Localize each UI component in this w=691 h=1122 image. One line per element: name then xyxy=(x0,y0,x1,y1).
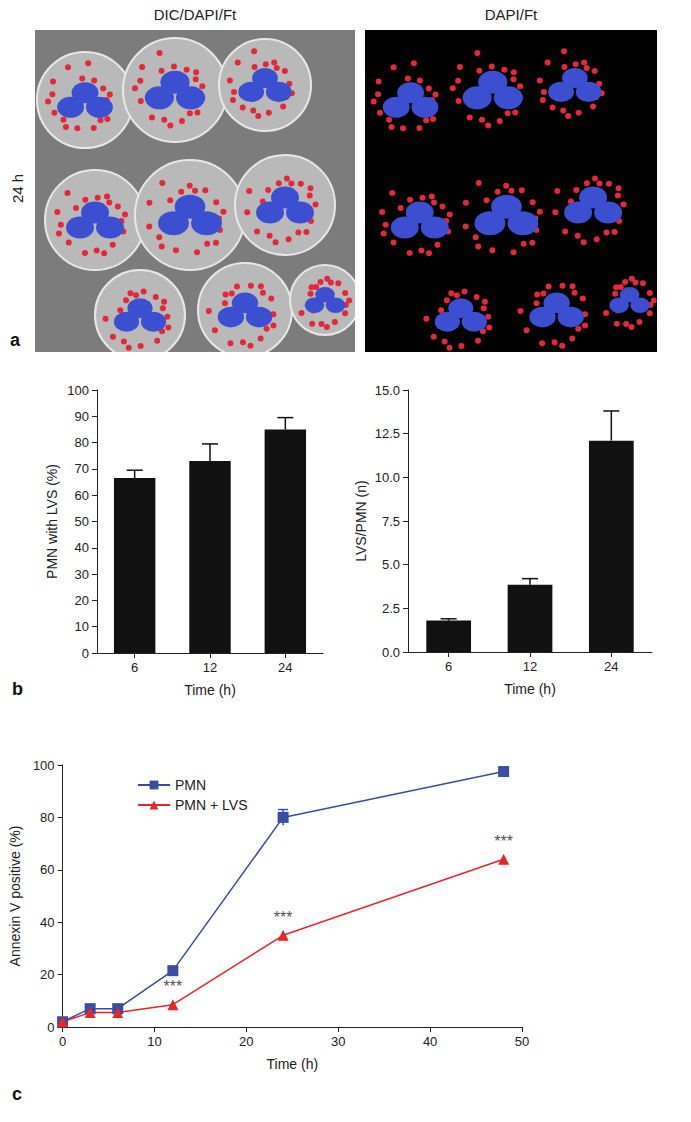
html-text:24 h: 24 h xyxy=(8,173,26,204)
svg-text:PMN: PMN xyxy=(175,777,206,793)
svg-text:24: 24 xyxy=(604,659,618,674)
svg-text:5.0: 5.0 xyxy=(382,557,400,572)
svg-text:b: b xyxy=(12,679,23,699)
html-text:DIC/DAPI/Ft: DIC/DAPI/Ft xyxy=(153,6,237,23)
svg-text:100: 100 xyxy=(33,758,55,773)
svg-text:60: 60 xyxy=(40,862,54,877)
svg-text:24: 24 xyxy=(278,660,292,675)
svg-text:***: *** xyxy=(274,909,293,926)
svg-text:Time (h): Time (h) xyxy=(504,681,556,697)
svg-text:0: 0 xyxy=(47,1020,54,1035)
html-text:DAPI/Ft: DAPI/Ft xyxy=(484,6,538,23)
svg-text:PMN with LVS (%): PMN with LVS (%) xyxy=(44,464,60,579)
svg-text:40: 40 xyxy=(75,540,89,555)
svg-text:PMN + LVS: PMN + LVS xyxy=(175,797,248,813)
svg-text:40: 40 xyxy=(40,915,54,930)
svg-text:10: 10 xyxy=(147,1034,161,1049)
html-text:a: a xyxy=(10,330,20,350)
svg-text:7.5: 7.5 xyxy=(382,514,400,529)
svg-text:40: 40 xyxy=(423,1034,437,1049)
svg-text:***: *** xyxy=(494,833,513,850)
svg-text:100: 100 xyxy=(67,383,89,398)
svg-text:20: 20 xyxy=(239,1034,253,1049)
svg-text:20: 20 xyxy=(40,967,54,982)
svg-text:0.0: 0.0 xyxy=(382,645,400,660)
svg-text:12: 12 xyxy=(203,660,217,675)
svg-text:0: 0 xyxy=(59,1034,66,1049)
svg-text:10: 10 xyxy=(75,619,89,634)
svg-text:20: 20 xyxy=(75,593,89,608)
svg-text:15.0: 15.0 xyxy=(375,383,400,398)
svg-text:12.5: 12.5 xyxy=(375,426,400,441)
svg-text:10.0: 10.0 xyxy=(375,470,400,485)
svg-text:12: 12 xyxy=(523,659,537,674)
svg-text:2.5: 2.5 xyxy=(382,601,400,616)
svg-text:60: 60 xyxy=(75,488,89,503)
svg-text:6: 6 xyxy=(445,659,452,674)
svg-text:Time (h): Time (h) xyxy=(266,1056,318,1072)
svg-text:50: 50 xyxy=(75,514,89,529)
svg-text:80: 80 xyxy=(75,435,89,450)
svg-text:30: 30 xyxy=(331,1034,345,1049)
svg-text:***: *** xyxy=(164,978,183,995)
svg-text:Annexin V positive (%): Annexin V positive (%) xyxy=(7,826,23,967)
svg-text:50: 50 xyxy=(515,1034,529,1049)
svg-text:c: c xyxy=(12,1084,22,1104)
svg-text:90: 90 xyxy=(75,409,89,424)
svg-text:30: 30 xyxy=(75,567,89,582)
svg-text:80: 80 xyxy=(40,810,54,825)
svg-text:70: 70 xyxy=(75,461,89,476)
svg-text:Time (h): Time (h) xyxy=(184,682,236,698)
svg-text:LVS/PMN (n): LVS/PMN (n) xyxy=(353,480,369,561)
svg-text:6: 6 xyxy=(131,660,138,675)
svg-text:0: 0 xyxy=(82,646,89,661)
